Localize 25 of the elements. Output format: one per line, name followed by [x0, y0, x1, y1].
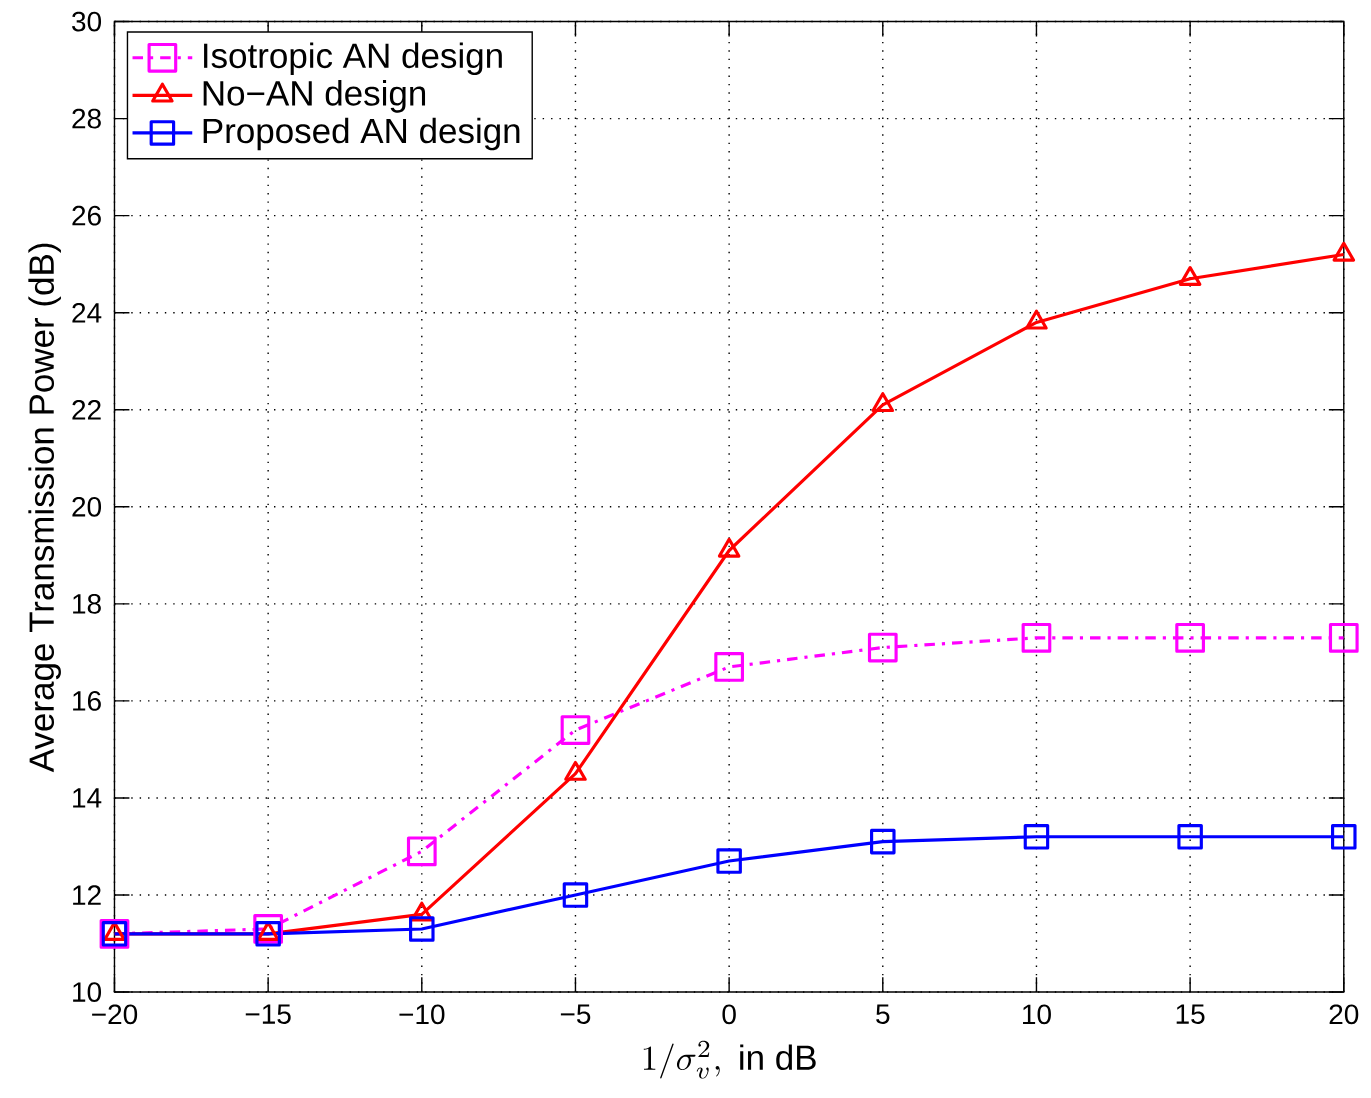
- y-tick-label: 14: [73, 788, 102, 808]
- y-tick-label: 18: [73, 594, 101, 614]
- x-tick-label: −15: [245, 1004, 291, 1025]
- y-tick-label: 16: [73, 691, 101, 712]
- y-tick-label: 10: [73, 982, 102, 1003]
- y-tick-label: 26: [72, 205, 101, 226]
- legend-label: Isotropic AN design: [204, 42, 502, 76]
- legend-label: No−AN design: [203, 80, 426, 113]
- y-tick-label: 30: [72, 11, 102, 32]
- x-tick-label: −5: [560, 1004, 591, 1025]
- x-tick-label: 0: [722, 1004, 736, 1025]
- y-tick-label: 20: [72, 497, 102, 517]
- x-tick-label: 10: [1023, 1004, 1051, 1025]
- x-axis-title: $1/\sigma_v^2,\ \mbox{in dB}$: [643, 1041, 816, 1079]
- y-tick-label: 22: [72, 400, 101, 420]
- y-tick-label: 12: [73, 885, 101, 905]
- x-tick-label: −10: [399, 1004, 445, 1025]
- y-tick-label: 24: [72, 303, 102, 323]
- legend-label: Proposed AN design: [203, 117, 520, 151]
- x-tick-label: −20: [92, 1004, 138, 1025]
- x-tick-label: 15: [1176, 1004, 1205, 1025]
- y-tick-label: 28: [72, 108, 101, 129]
- x-tick-label: 20: [1329, 1004, 1359, 1025]
- x-tick-label: 5: [876, 1004, 890, 1025]
- y-axis-title: Average Transmission Power (dB): [28, 243, 61, 773]
